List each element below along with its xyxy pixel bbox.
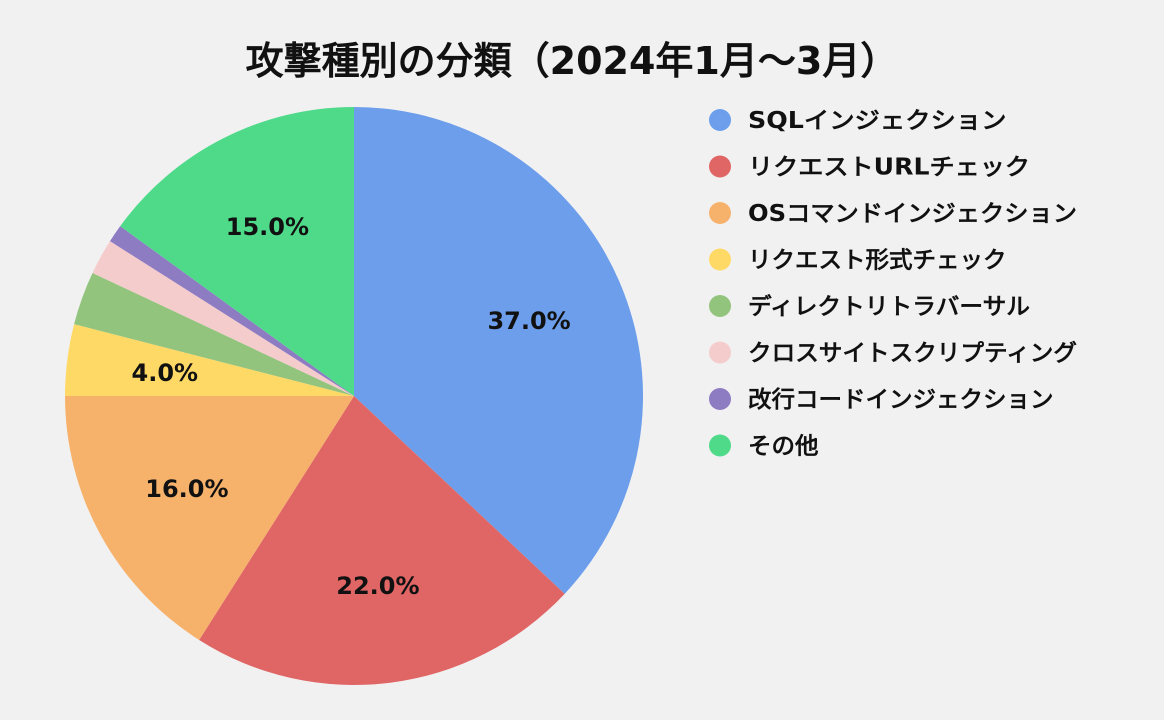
pie-slice (65, 324, 354, 396)
legend-label: SQLインジェクション (748, 108, 1007, 134)
legend-label: その他 (748, 434, 819, 460)
slice-value-label: 22.0% (336, 572, 419, 600)
legend-label: ディレクトリトラバーサル (748, 293, 1030, 320)
pie-slice (109, 226, 355, 396)
legend-marker (709, 109, 731, 131)
pie-slice (92, 241, 354, 396)
legend-marker (709, 202, 731, 224)
chart-title: 攻撃種別の分類（2024年1月〜3月） (246, 39, 899, 83)
pie-slice (74, 272, 354, 396)
pie-slice (120, 107, 354, 396)
legend-marker (709, 248, 731, 271)
legend-marker (709, 295, 731, 317)
pie-slice (199, 396, 565, 685)
legend-marker (709, 434, 731, 457)
pie-slices (65, 107, 643, 685)
slice-value-label: 15.0% (226, 213, 309, 241)
pie-slice (354, 107, 643, 594)
slice-value-label: 4.0% (132, 359, 199, 387)
legend-label: 改行コードインジェクション (748, 386, 1054, 413)
legend-label: リクエスト形式チェック (748, 248, 1007, 274)
legend-label: リクエストURLチェック (748, 155, 1030, 181)
legend-marker (709, 341, 731, 364)
legend-label: クロスサイトスクリプティング (748, 340, 1077, 367)
pie-slice (65, 396, 354, 641)
slice-value-label: 37.0% (487, 307, 570, 335)
slice-value-label: 16.0% (145, 475, 228, 503)
pie-value-labels: 37.0% 22.0% 16.0% 4.0% 15.0% (132, 213, 571, 600)
legend-marker (709, 155, 731, 178)
legend-marker (709, 388, 731, 410)
legend-label: OSコマンドインジェクション (748, 201, 1077, 227)
